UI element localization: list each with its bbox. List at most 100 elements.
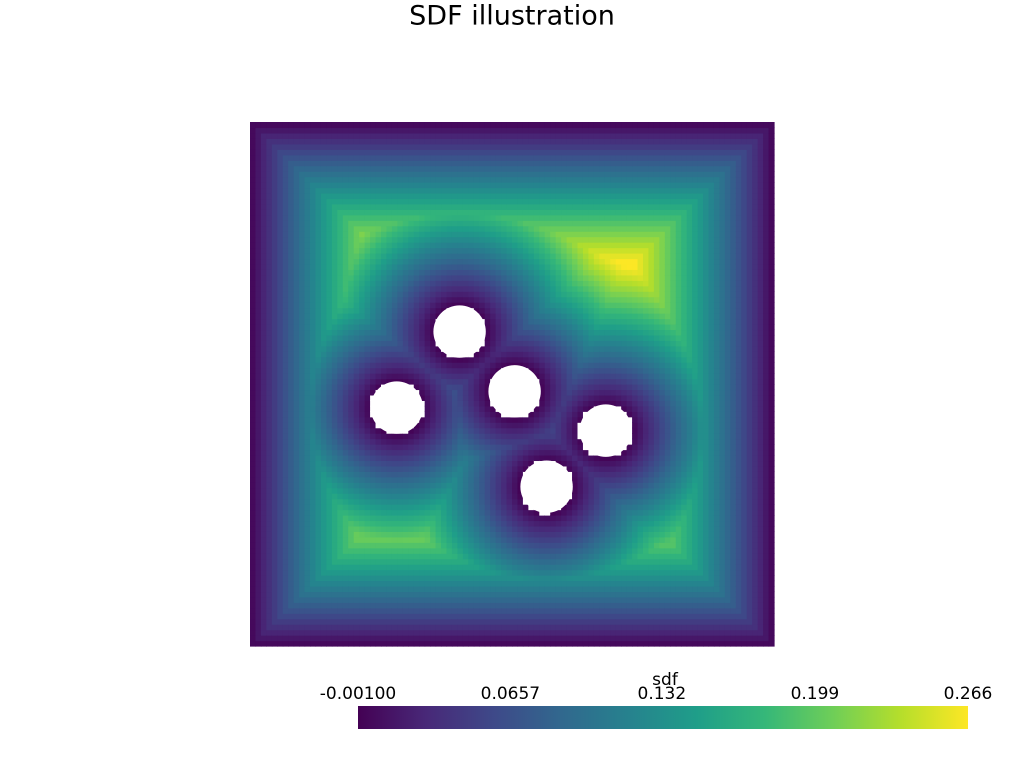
field-cell [446,564,453,571]
field-cell [381,465,388,472]
field-cell [331,575,338,582]
field-cell [288,247,295,254]
field-cell [457,285,464,292]
field-cell [359,618,366,625]
field-cell [430,394,437,401]
field-cell [293,345,300,352]
field-cell [381,187,388,194]
field-cell [386,209,393,216]
field-cell [282,225,289,232]
field-cell [386,465,393,472]
field-cell [364,476,371,483]
field-cell [408,236,415,243]
field-cell [293,591,300,598]
field-cell [457,149,464,156]
field-cell [320,422,328,429]
field-cell [326,520,333,527]
field-cell [271,378,278,385]
field-cell [315,340,322,347]
field-cell [506,263,513,270]
field-cell [468,509,475,516]
field-cell [250,482,257,489]
field-cell [391,504,398,511]
field-cell [370,520,377,527]
field-cell [386,564,393,571]
field-cell [506,122,513,129]
field-cell [331,553,338,560]
field-cell [446,531,453,538]
field-cell [255,214,262,221]
field-cell [479,629,486,636]
field-cell [462,143,469,150]
field-cell [512,138,519,145]
field-cell [255,176,262,183]
field-cell [364,558,371,565]
field-cell [506,476,513,483]
field-cell [277,313,284,320]
field-cell [435,465,442,472]
field-cell [468,493,475,500]
field-cell [484,127,491,134]
field-cell [528,536,535,543]
field-cell [282,214,289,221]
field-cell [397,307,404,314]
field-cell [430,460,437,467]
field-cell [326,460,333,467]
field-cell [457,498,464,505]
field-cell [348,236,355,243]
field-cell [517,542,524,549]
field-cell [490,575,497,582]
field-cell [462,575,469,582]
field-cell [271,236,278,243]
field-cell [419,596,426,603]
field-cell [277,454,284,462]
field-cell [402,378,409,385]
field-cell [408,198,415,205]
field-cell [506,269,513,276]
field-cell [419,345,426,352]
field-cell [293,471,300,478]
field-cell [419,209,426,216]
field-cell [277,602,284,609]
field-cell [255,471,262,478]
field-cell [375,460,382,467]
field-cell [473,509,480,516]
field-cell [375,498,382,505]
field-cell [266,509,273,516]
field-cell [266,531,273,538]
field-cell [397,351,404,358]
field-cell [326,269,333,276]
field-cell [271,176,278,183]
field-cell [408,433,415,440]
field-cell [484,624,491,631]
field-cell [473,302,480,309]
field-cell [528,640,535,647]
field-cell [397,160,404,167]
field-cell [331,607,338,614]
field-cell [353,607,360,614]
field-cell [320,373,328,380]
field-cell [326,504,333,511]
field-cell [386,585,393,593]
field-cell [353,171,360,178]
field-cell [512,122,519,129]
field-cell [304,307,311,314]
field-cell [441,280,448,287]
field-cell [408,214,415,221]
field-cell [337,444,344,451]
field-cell [315,138,322,145]
field-cell [484,274,491,281]
field-cell [451,122,459,129]
field-cell [397,253,404,260]
field-cell [402,575,409,582]
field-cell [255,547,262,554]
field-cell [495,465,502,472]
field-cell [391,132,398,139]
field-cell [315,536,322,543]
field-cell [457,258,464,265]
field-cell [381,209,388,216]
field-cell [315,307,322,314]
field-cell [506,307,513,314]
field-cell [408,356,415,363]
field-cell [364,433,371,440]
